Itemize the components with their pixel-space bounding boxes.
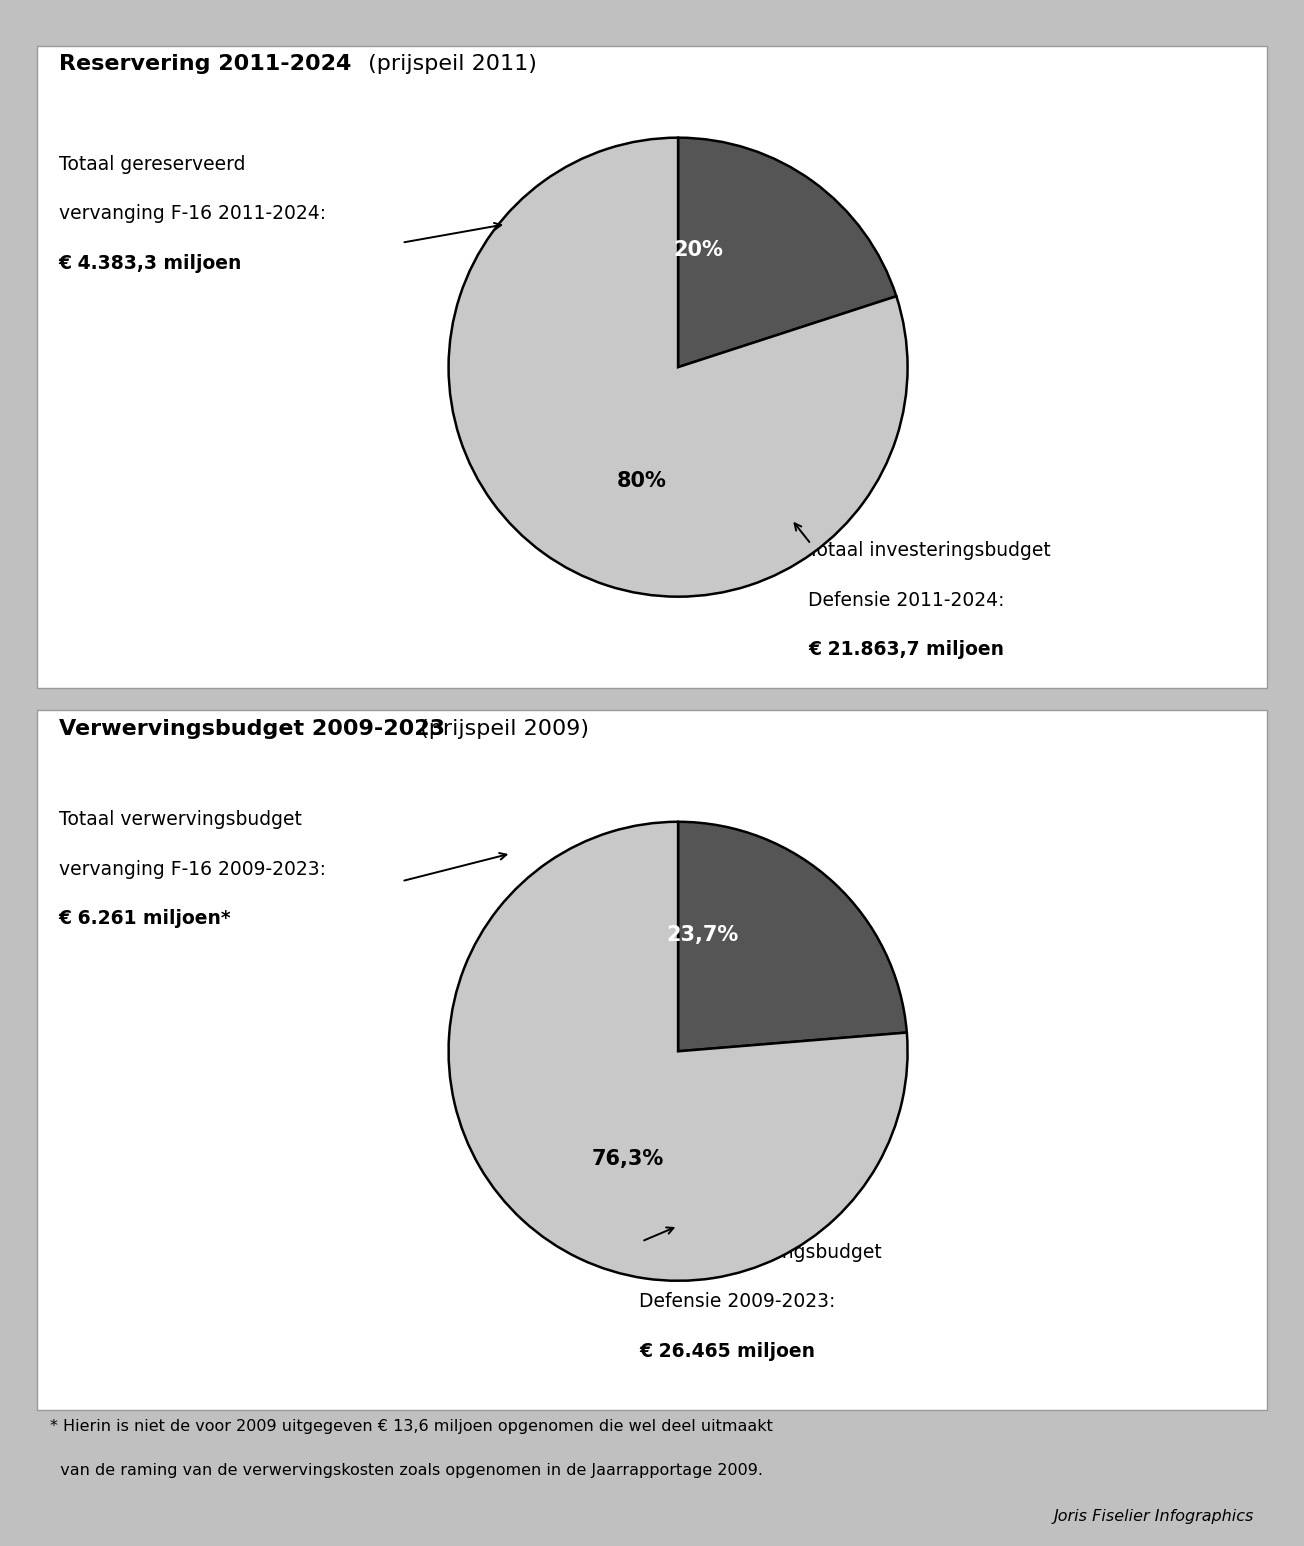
Wedge shape xyxy=(678,822,906,1051)
Text: Totaal gereserveerd: Totaal gereserveerd xyxy=(59,155,245,173)
Text: Totaal investeringsbudget: Totaal investeringsbudget xyxy=(808,541,1051,560)
Text: van de raming van de verwervingskosten zoals opgenomen in de Jaarrapportage 2009: van de raming van de verwervingskosten z… xyxy=(50,1463,763,1478)
Wedge shape xyxy=(449,822,908,1280)
Text: € 6.261 miljoen*: € 6.261 miljoen* xyxy=(59,909,231,928)
Wedge shape xyxy=(449,138,908,597)
Text: Reservering 2011-2024: Reservering 2011-2024 xyxy=(59,54,351,74)
Text: 20%: 20% xyxy=(674,240,724,260)
Text: Totaal verwervingsbudget: Totaal verwervingsbudget xyxy=(59,810,301,829)
Text: vervanging F-16 2009-2023:: vervanging F-16 2009-2023: xyxy=(59,860,326,878)
Text: vervanging F-16 2011-2024:: vervanging F-16 2011-2024: xyxy=(59,204,326,223)
Text: Joris Fiselier Infographics: Joris Fiselier Infographics xyxy=(1054,1509,1254,1524)
Text: (prijspeil 2011): (prijspeil 2011) xyxy=(361,54,537,74)
Text: € 4.383,3 miljoen: € 4.383,3 miljoen xyxy=(59,254,243,272)
Text: Defensie 2009-2023:: Defensie 2009-2023: xyxy=(639,1292,836,1311)
Text: € 21.863,7 miljoen: € 21.863,7 miljoen xyxy=(808,640,1004,659)
Wedge shape xyxy=(678,138,896,368)
Text: (prijspeil 2009): (prijspeil 2009) xyxy=(413,719,589,739)
Text: Defensie 2011-2024:: Defensie 2011-2024: xyxy=(808,591,1005,609)
Text: 23,7%: 23,7% xyxy=(666,925,739,945)
Text: Verwervingsbudget 2009-2023: Verwervingsbudget 2009-2023 xyxy=(59,719,445,739)
Text: 76,3%: 76,3% xyxy=(592,1149,664,1169)
Text: * Hierin is niet de voor 2009 uitgegeven € 13,6 miljoen opgenomen die wel deel u: * Hierin is niet de voor 2009 uitgegeven… xyxy=(50,1419,772,1435)
Text: 80%: 80% xyxy=(617,470,666,490)
Text: Totaal investeringsbudget: Totaal investeringsbudget xyxy=(639,1243,882,1262)
Text: € 26.465 miljoen: € 26.465 miljoen xyxy=(639,1342,815,1360)
